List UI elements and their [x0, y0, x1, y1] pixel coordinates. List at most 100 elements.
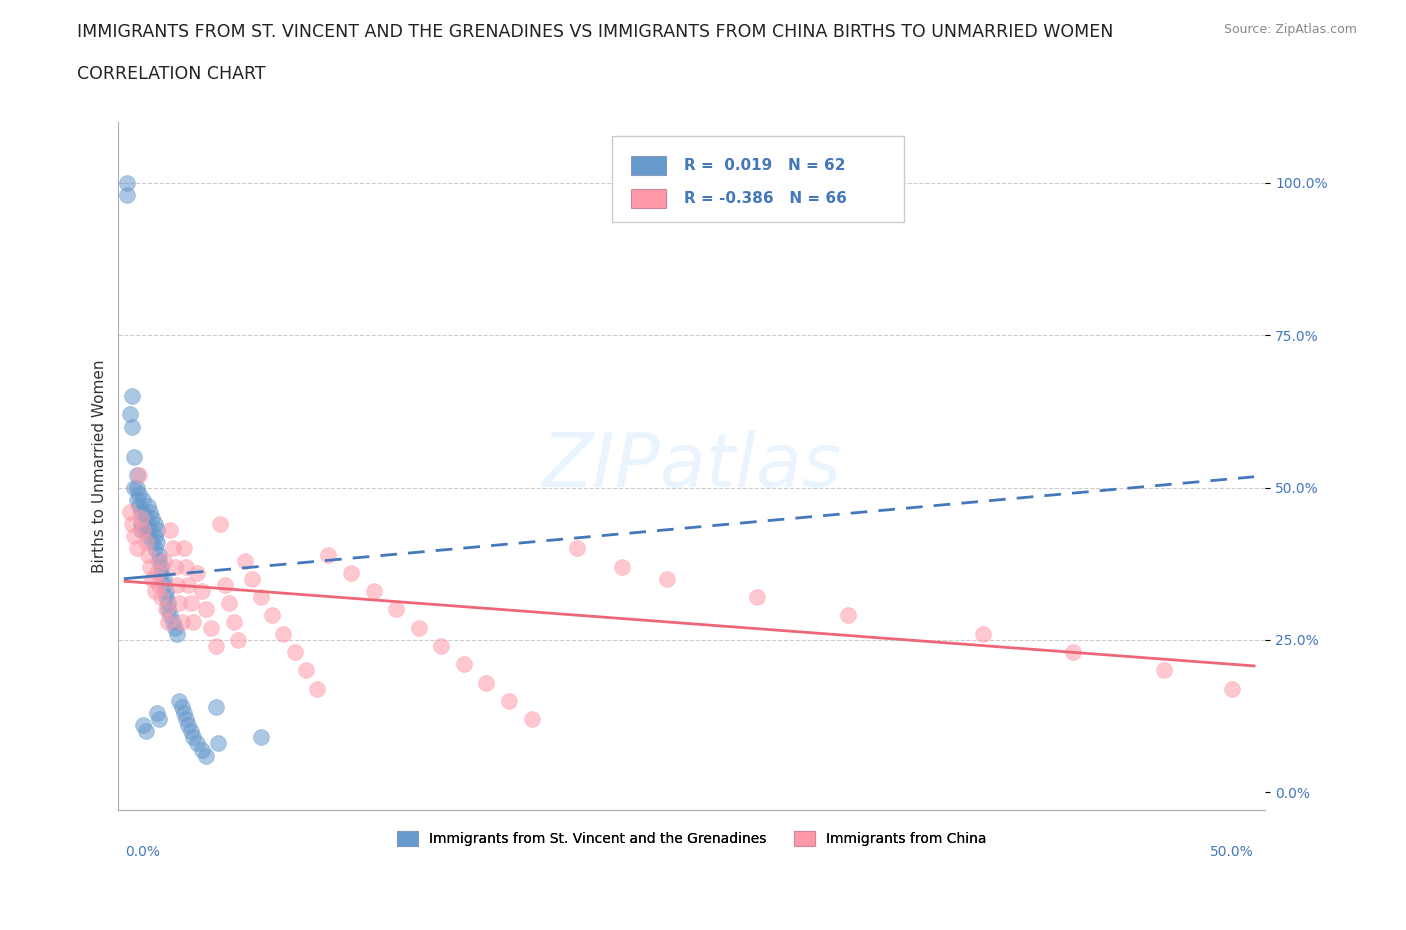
Point: [180, 724, 202, 738]
Point: [148, 553, 170, 568]
Point: [207, 736, 229, 751]
Point: [222, 614, 245, 629]
Point: [122, 449, 145, 464]
Point: [136, 547, 159, 562]
Point: [233, 553, 256, 568]
Point: [209, 517, 232, 532]
Point: [186, 565, 208, 580]
Point: [135, 511, 157, 525]
Point: [141, 572, 163, 587]
Point: [1153, 663, 1175, 678]
Point: [200, 620, 222, 635]
Point: [475, 675, 498, 690]
Point: [152, 572, 174, 587]
Point: [177, 718, 200, 733]
Point: [125, 492, 148, 507]
Point: [747, 590, 769, 604]
Point: [972, 626, 994, 641]
Point: [121, 517, 143, 532]
Text: R = -0.386   N = 66: R = -0.386 N = 66: [683, 191, 846, 206]
Point: [226, 632, 249, 647]
Point: [129, 517, 152, 532]
Point: [655, 572, 678, 587]
Point: [271, 626, 294, 641]
Point: [128, 498, 150, 513]
Point: [181, 614, 204, 629]
Point: [180, 596, 202, 611]
Point: [155, 602, 177, 617]
Point: [340, 565, 363, 580]
Text: Source: ZipAtlas.com: Source: ZipAtlas.com: [1223, 23, 1357, 36]
Point: [218, 596, 240, 611]
Point: [125, 468, 148, 483]
Point: [136, 498, 159, 513]
Point: [240, 572, 263, 587]
Point: [195, 602, 218, 617]
FancyBboxPatch shape: [612, 136, 904, 221]
Text: 50.0%: 50.0%: [1211, 845, 1254, 859]
FancyBboxPatch shape: [631, 189, 665, 208]
Point: [135, 724, 157, 738]
Point: [143, 584, 166, 599]
Point: [150, 559, 173, 574]
Point: [132, 504, 155, 519]
Point: [186, 736, 208, 751]
Point: [121, 419, 143, 434]
Point: [118, 504, 141, 519]
Point: [173, 706, 195, 721]
Point: [139, 523, 162, 538]
FancyBboxPatch shape: [631, 155, 665, 175]
Point: [170, 614, 193, 629]
Point: [148, 547, 170, 562]
Point: [162, 614, 184, 629]
Point: [143, 529, 166, 544]
Point: [129, 523, 152, 538]
Point: [385, 602, 408, 617]
Point: [155, 584, 177, 599]
Point: [155, 590, 177, 604]
Point: [117, 176, 139, 191]
Point: [141, 535, 163, 550]
Point: [118, 407, 141, 422]
Point: [136, 517, 159, 532]
Point: [132, 718, 155, 733]
Point: [152, 578, 174, 592]
Text: R =  0.019   N = 62: R = 0.019 N = 62: [683, 158, 845, 173]
Point: [837, 608, 859, 623]
Point: [121, 389, 143, 404]
Point: [157, 614, 180, 629]
Point: [150, 590, 173, 604]
Point: [307, 681, 329, 696]
Point: [146, 523, 169, 538]
Point: [150, 565, 173, 580]
Point: [136, 529, 159, 544]
Point: [122, 529, 145, 544]
Point: [1220, 681, 1243, 696]
Point: [135, 523, 157, 538]
Y-axis label: Births to Unmarried Women: Births to Unmarried Women: [93, 360, 107, 573]
Point: [117, 188, 139, 203]
Point: [565, 541, 588, 556]
Point: [295, 663, 318, 678]
Point: [159, 523, 181, 538]
Text: 0.0%: 0.0%: [125, 845, 160, 859]
Point: [170, 699, 193, 714]
Point: [191, 742, 214, 757]
Point: [204, 699, 226, 714]
Point: [141, 511, 163, 525]
Point: [195, 749, 218, 764]
Point: [146, 565, 169, 580]
Text: ZIPatlas: ZIPatlas: [541, 431, 842, 502]
Point: [249, 730, 271, 745]
Point: [125, 541, 148, 556]
Point: [363, 584, 385, 599]
Point: [181, 730, 204, 745]
Point: [169, 596, 191, 611]
Point: [453, 657, 475, 671]
Point: [157, 602, 180, 617]
Point: [166, 626, 188, 641]
Point: [143, 541, 166, 556]
Point: [162, 541, 184, 556]
Point: [174, 559, 197, 574]
Point: [283, 644, 305, 659]
